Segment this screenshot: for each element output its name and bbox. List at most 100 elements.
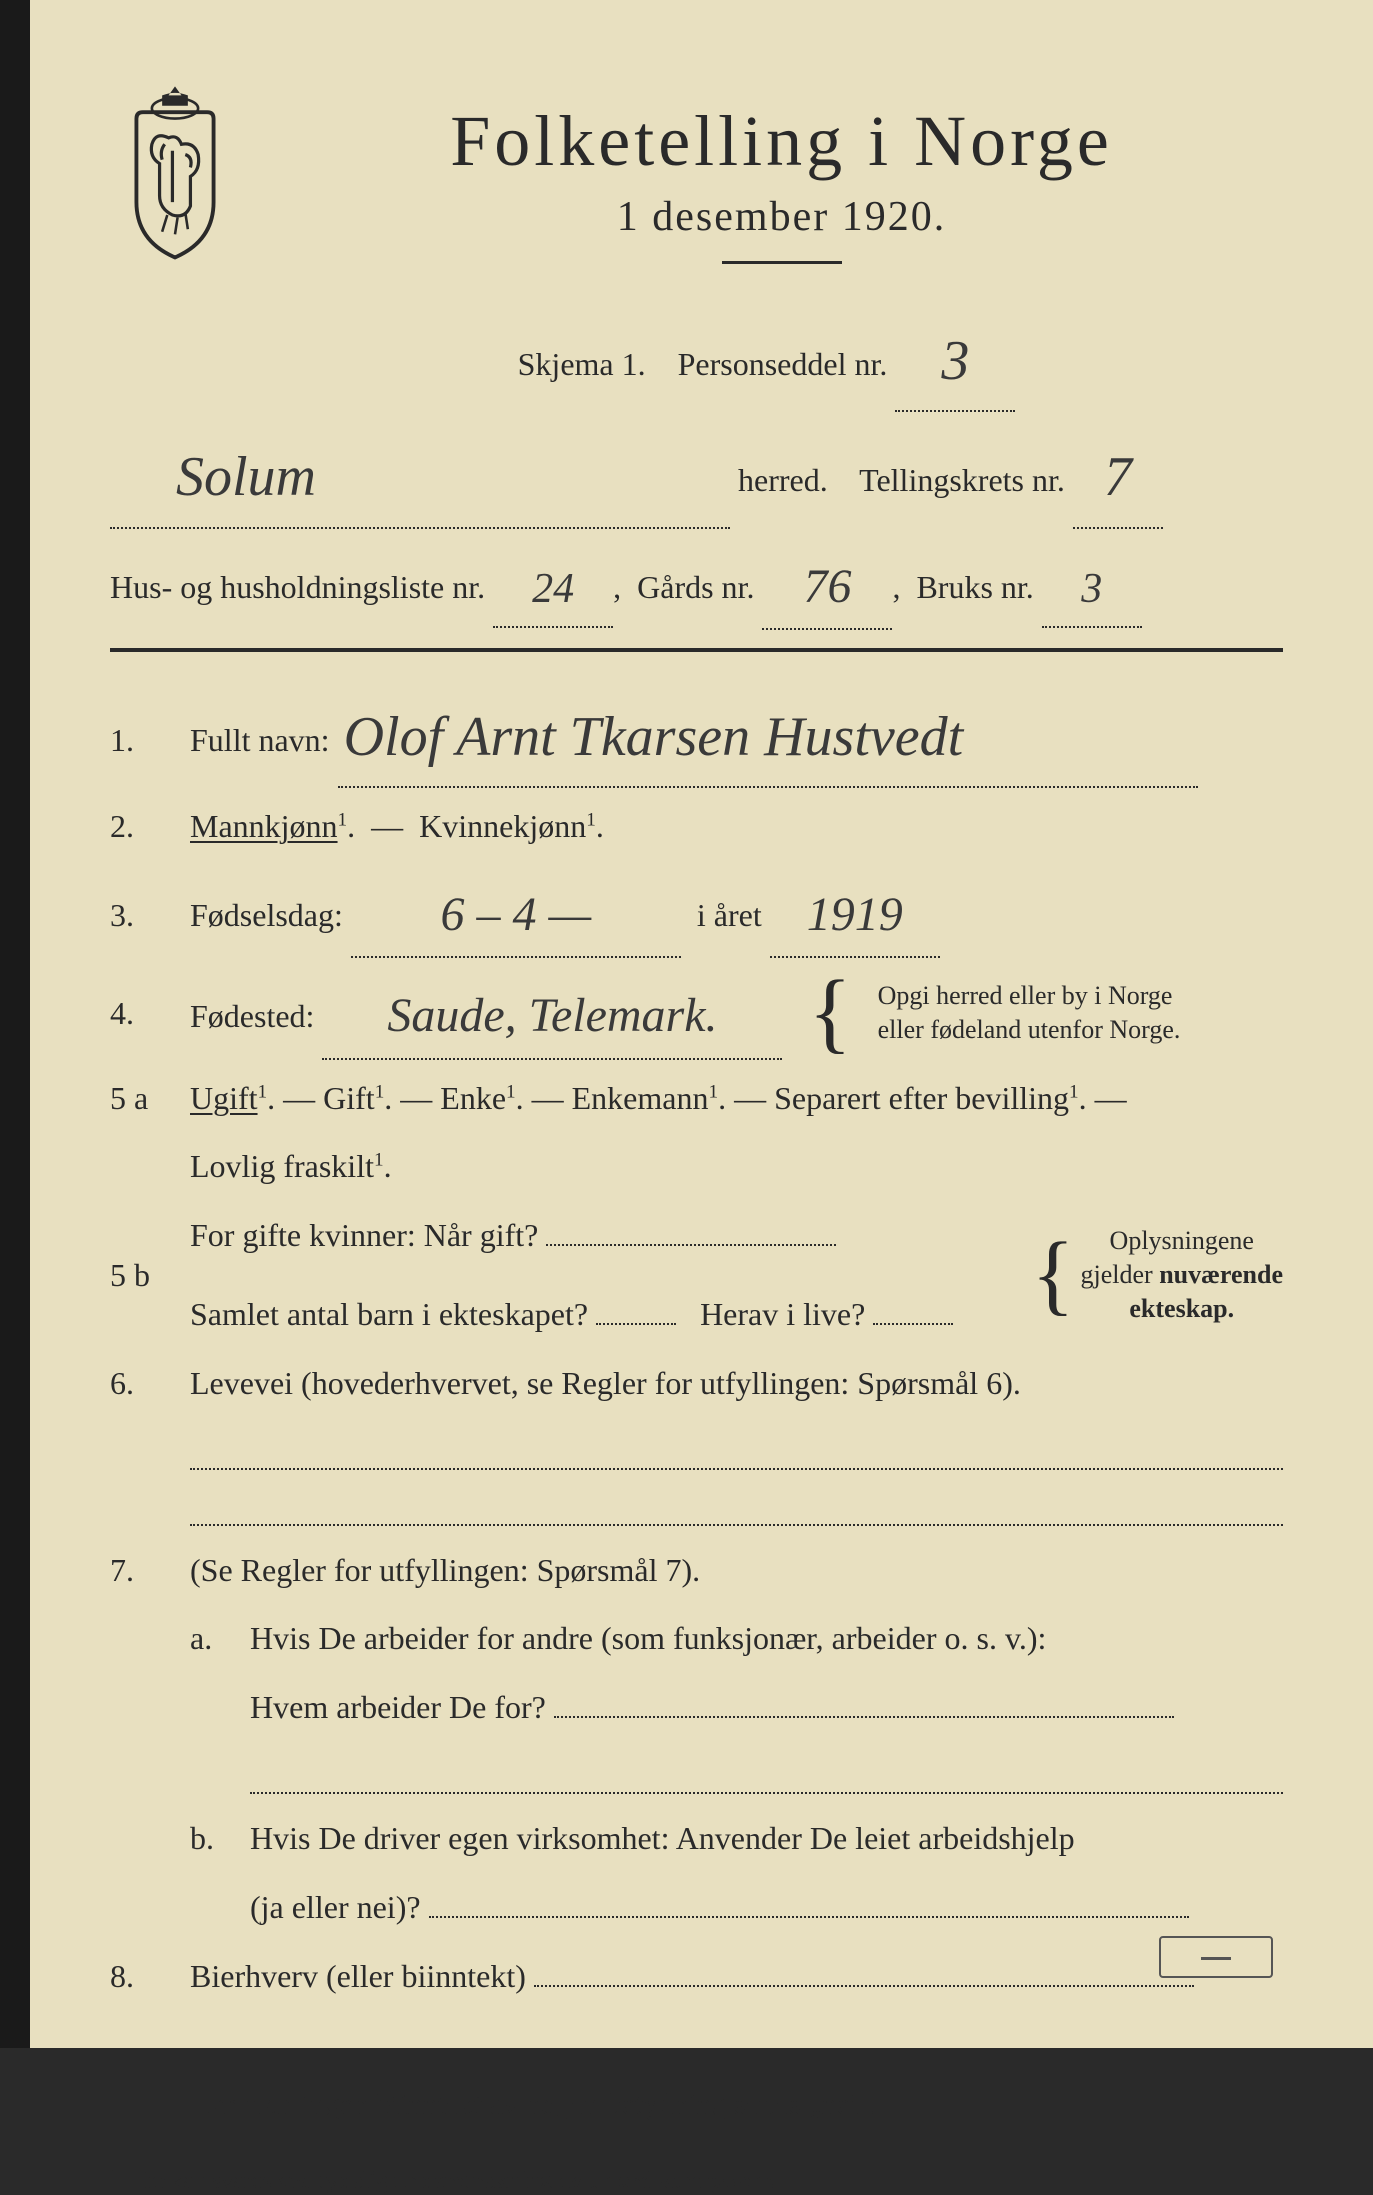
q5a-separert: Separert efter bevilling: [774, 1080, 1069, 1116]
scan-edge: [0, 0, 30, 2048]
header: Folketelling i Norge 1 desember 1920.: [110, 80, 1283, 294]
q4-row: 4. Fødested: Saude, Telemark. { Opgi her…: [110, 966, 1283, 1059]
q7a-num: a.: [190, 1608, 230, 1669]
q5b-gift-field: [546, 1244, 836, 1246]
skjema-label: Skjema 1.: [518, 346, 646, 382]
q5b-l2a: Samlet antal barn i ekteskapet?: [190, 1296, 588, 1332]
title-divider: [722, 261, 842, 264]
q8-num: 8.: [110, 1946, 170, 2007]
q4-note-l1: Opgi herred eller by i Norge: [878, 981, 1173, 1010]
census-form-page: Folketelling i Norge 1 desember 1920. Sk…: [0, 0, 1373, 2048]
q6-text: Levevei (hovederhvervet, se Regler for u…: [190, 1353, 1283, 1414]
herred-field: Solum: [110, 420, 730, 528]
q1-num: 1.: [110, 710, 170, 771]
q7b-l1: Hvis De driver egen virksomhet: Anvender…: [250, 1808, 1283, 1869]
q5b-l2b: Herav i live?: [700, 1296, 865, 1332]
q6-blank1: [190, 1428, 1283, 1470]
q3-row: 3. Fødselsdag: 6 – 4 — i året 1919: [110, 865, 1283, 958]
q7b-row: b. Hvis De driver egen virksomhet: Anven…: [110, 1808, 1283, 1869]
bruks-field: 3: [1042, 546, 1142, 628]
q5b-row: 5 b For gifte kvinner: Når gift? Samlet …: [110, 1205, 1283, 1345]
personseddel-label: Personseddel nr.: [678, 346, 888, 382]
husliste-label: Hus- og husholdningsliste nr.: [110, 569, 485, 605]
q5b-note-bold: nuværende: [1159, 1260, 1283, 1289]
footnote: 1 Her kan svares ved tydelig understrekn…: [110, 2167, 1283, 2195]
q5b-num: 5 b: [110, 1245, 170, 1306]
brace-icon: {: [808, 986, 851, 1040]
tellingskrets-nr: 7: [1098, 446, 1138, 508]
gards-nr: 76: [797, 560, 857, 613]
q8-row: 8. Bierhverv (eller biinntekt): [110, 1946, 1283, 2007]
husliste-field: 24: [493, 546, 613, 628]
herred-row: Solum herred. Tellingskrets nr. 7: [110, 420, 1283, 528]
q5b-barn-field: [596, 1323, 676, 1325]
q6-num: 6.: [110, 1353, 170, 1414]
q2-sup1: 1: [338, 810, 348, 831]
q7b-row2: (ja eller nei)?: [110, 1877, 1283, 1938]
coat-of-arms-icon: [110, 80, 240, 260]
q5a-row2: Lovlig fraskilt1.: [110, 1136, 1283, 1197]
q4-num: 4.: [110, 983, 170, 1044]
subtitle: 1 desember 1920.: [280, 193, 1283, 241]
q7-num: 7.: [110, 1540, 170, 1601]
q6-row: 6. Levevei (hovederhvervet, se Regler fo…: [110, 1353, 1283, 1414]
q5a-ugift: Ugift: [190, 1080, 258, 1116]
q8-blank: [190, 2020, 1283, 2062]
q5b-live-field: [873, 1323, 953, 1325]
q5a-fraskilt: Lovlig fraskilt: [190, 1148, 374, 1184]
q3-iaret: i året: [697, 897, 762, 933]
q4-value: Saude, Telemark.: [381, 989, 723, 1042]
personseddel-nr-field: 3: [895, 304, 1015, 412]
q2-num: 2.: [110, 796, 170, 857]
skjema-row: Skjema 1. Personseddel nr. 3: [250, 304, 1283, 412]
husliste-row: Hus- og husholdningsliste nr. 24, Gårds …: [110, 537, 1283, 630]
q1-field: Olof Arnt Tkarsen Hustvedt: [338, 680, 1198, 788]
q5b-note: Oplysningene gjelder nuværende ekteskap.: [1081, 1224, 1283, 1325]
q7a-field: [554, 1716, 1174, 1718]
hr-top: [110, 648, 1283, 652]
q5b-note-l3: ekteskap.: [1129, 1294, 1234, 1323]
q7a-l2: Hvem arbeider De for?: [250, 1689, 546, 1725]
archive-stamp: ▬▬▬: [1159, 1936, 1273, 1978]
q7a-row2: Hvem arbeider De for?: [110, 1677, 1283, 1738]
q2-kvinne: Kvinnekjønn: [419, 808, 586, 844]
q5b-l1a: For gifte kvinner: Når gift?: [190, 1217, 538, 1253]
q3-daymonth-field: 6 – 4 —: [351, 865, 681, 958]
bruks-nr: 3: [1075, 566, 1108, 612]
tellingskrets-field: 7: [1073, 420, 1163, 528]
q3-label: Fødselsdag:: [190, 897, 343, 933]
husliste-nr: 24: [526, 566, 580, 612]
q3-daymonth: 6 – 4 —: [435, 888, 598, 941]
tail-note: Har man ingen biinntekt av nogen betydni…: [110, 2076, 1283, 2133]
q5b-note-l1: Oplysningene: [1110, 1226, 1254, 1255]
q1-label: Fullt navn:: [190, 722, 330, 758]
q4-note-l2: eller fødeland utenfor Norge.: [878, 1015, 1181, 1044]
bruks-label: Bruks nr.: [916, 569, 1033, 605]
q1-row: 1. Fullt navn: Olof Arnt Tkarsen Hustved…: [110, 680, 1283, 788]
footnote-b: tydelig understrekning av de ord som pas…: [318, 2168, 776, 2194]
q2-sup2: 1: [586, 810, 596, 831]
q1-value: Olof Arnt Tkarsen Hustvedt: [338, 706, 970, 768]
herred-value: Solum: [170, 446, 322, 508]
main-title: Folketelling i Norge: [280, 100, 1283, 183]
q7a-blank: [250, 1752, 1283, 1794]
q5a-gift: Gift: [323, 1080, 375, 1116]
q6-blank2: [190, 1484, 1283, 1526]
tellingskrets-label: Tellingskrets nr.: [859, 462, 1065, 498]
herred-label: herred.: [738, 462, 828, 498]
q5a-enke: Enke: [440, 1080, 506, 1116]
q5a-enkemann: Enkemann: [572, 1080, 709, 1116]
q7b-field: [429, 1916, 1189, 1918]
q4-note: Opgi herred eller by i Norge eller fødel…: [878, 979, 1181, 1047]
gards-label: Gårds nr.: [637, 569, 754, 605]
q4-label: Fødested:: [190, 998, 314, 1034]
q3-year: 1919: [801, 888, 909, 941]
q3-num: 3.: [110, 885, 170, 946]
q5a-num: 5 a: [110, 1068, 170, 1129]
q7a-l1: Hvis De arbeider for andre (som funksjon…: [250, 1608, 1283, 1669]
footnote-num: 1: [110, 2167, 117, 2183]
q2-mann: Mannkjønn: [190, 808, 338, 844]
q8-field: [534, 1985, 1194, 1987]
brace-icon: {: [1031, 1248, 1074, 1302]
q4-field: Saude, Telemark.: [322, 966, 782, 1059]
